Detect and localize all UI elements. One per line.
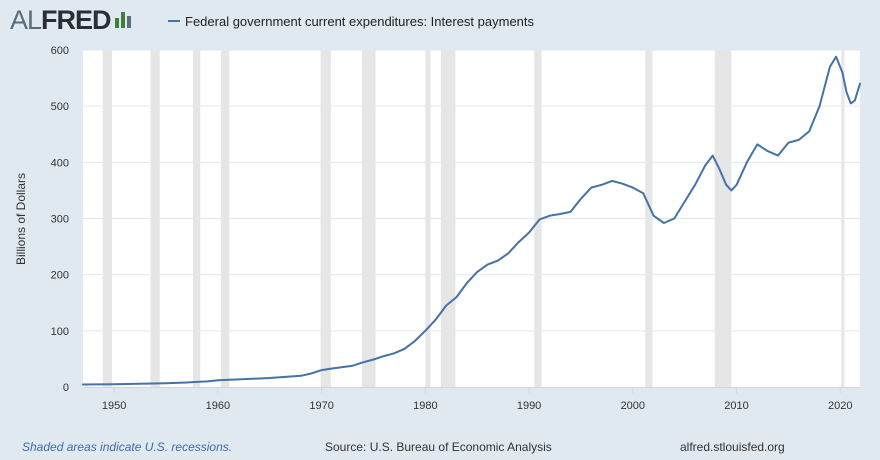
x-tick-label: 1990 — [517, 400, 541, 412]
y-tick-label: 100 — [51, 326, 69, 338]
recession-note: Shaded areas indicate U.S. recessions. — [22, 440, 233, 454]
chart-legend: Federal government current expenditures:… — [168, 12, 534, 30]
x-tick-label: 2010 — [724, 400, 748, 412]
site-link[interactable]: alfred.stlouisfed.org — [680, 440, 785, 454]
y-tick-label: 600 — [51, 45, 69, 57]
logo-text-al: AL — [10, 4, 42, 35]
y-tick-label: 0 — [63, 382, 69, 394]
fred-logo[interactable]: AL FRED — [10, 4, 131, 35]
x-tick-label: 2000 — [621, 400, 645, 412]
legend-line-swatch — [168, 20, 180, 22]
legend-series-title: Federal government current expenditures:… — [185, 13, 535, 29]
y-tick-label: 400 — [51, 157, 69, 169]
y-tick-label: 300 — [51, 214, 69, 226]
y-tick-label: 500 — [51, 101, 69, 113]
x-tick-label: 1960 — [206, 400, 230, 412]
series-line-0 — [82, 55, 861, 386]
source-text: Source: U.S. Bureau of Economic Analysis — [325, 440, 552, 454]
x-tick-label: 1980 — [413, 400, 437, 412]
line-chart: 0 100 200 300 400 500 600 1950 1960 1970 1980 1990… — [14, 45, 861, 412]
y-axis-label: Billions of Dollars — [14, 173, 28, 265]
y-tick-label: 200 — [51, 270, 69, 282]
x-tick-label: 2020 — [828, 400, 852, 412]
x-tick-label: 1970 — [309, 400, 333, 412]
logo-text-fred: FRED — [41, 4, 111, 35]
x-tick-label: 1950 — [102, 400, 126, 412]
fred-bar-chart-icon — [114, 8, 131, 33]
